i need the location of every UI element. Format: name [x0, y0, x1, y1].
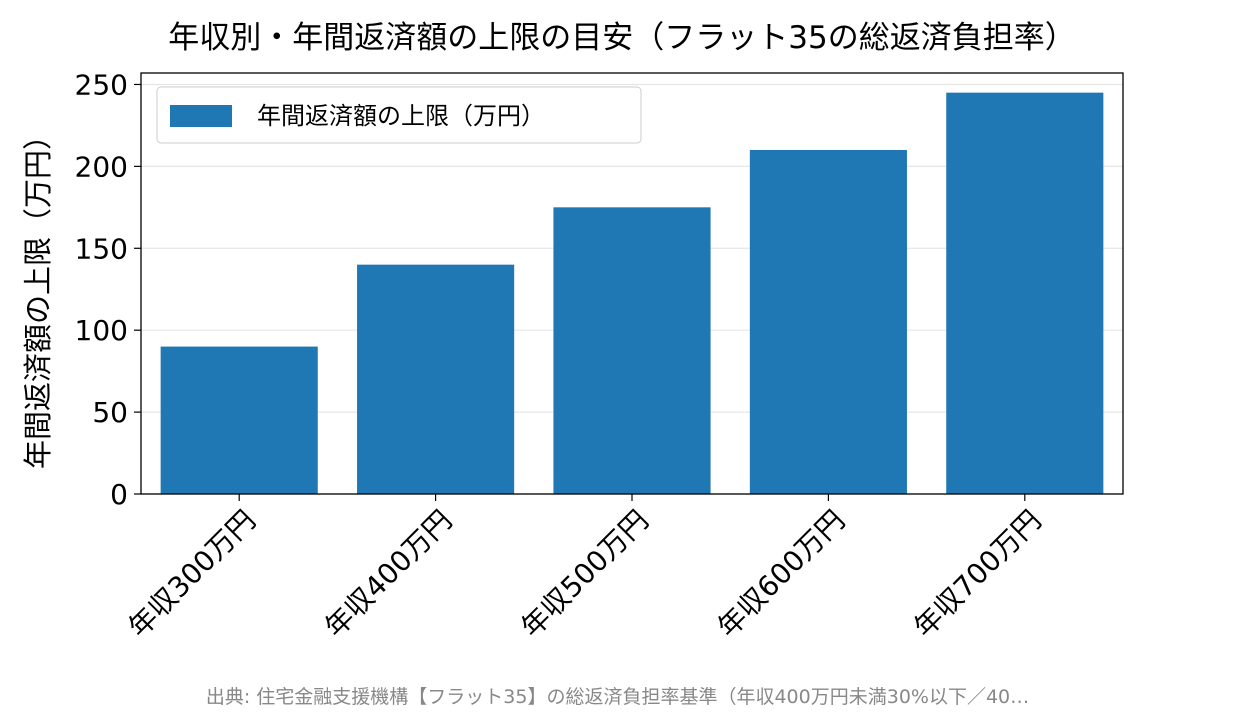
x-tick-label: 年収400万円	[318, 504, 458, 644]
legend-label: 年間返済額の上限（万円）	[257, 102, 545, 130]
bar	[946, 92, 1104, 494]
source-note: 出典: 住宅金融支援機構【フラット35】の総返済負担率基準（年収400万円未満3…	[205, 686, 1030, 708]
plot-frame	[140, 72, 1124, 495]
x-tick-label: 年収600万円	[711, 504, 851, 644]
y-tick-label: 50	[92, 396, 128, 429]
x-tick-label: 年収300万円	[122, 504, 262, 644]
y-tick-label: 100	[75, 314, 128, 347]
legend-swatch	[170, 105, 232, 127]
bars	[160, 92, 1104, 494]
legend-box	[156, 86, 642, 144]
y-tick-label: 0	[110, 478, 128, 511]
x-axis-ticks: 年収300万円 年収400万円 年収500万円 年収600万円 年収700万円	[122, 494, 1048, 644]
bar-chart: 年収別・年間返済額の上限の目安（フラット35の総返済負担率） 年間返済額の上限（…	[21, 20, 1124, 644]
y-tick-label: 150	[75, 232, 128, 265]
chart-title: 年収別・年間返済額の上限の目安（フラット35の総返済負担率）	[168, 20, 1075, 56]
bar	[160, 346, 318, 494]
y-axis-ticks: 0 50 100 150 200 250	[75, 68, 141, 511]
bar	[357, 264, 515, 494]
x-tick-label: 年収700万円	[907, 504, 1047, 644]
y-tick-label: 250	[75, 68, 128, 101]
y-tick-label: 200	[75, 150, 128, 183]
bar	[553, 207, 711, 494]
x-tick-label: 年収500万円	[515, 504, 655, 644]
legend: 年間返済額の上限（万円）	[156, 86, 642, 144]
bar	[749, 149, 907, 494]
y-axis-label: 年間返済額の上限（万円）	[21, 121, 55, 469]
